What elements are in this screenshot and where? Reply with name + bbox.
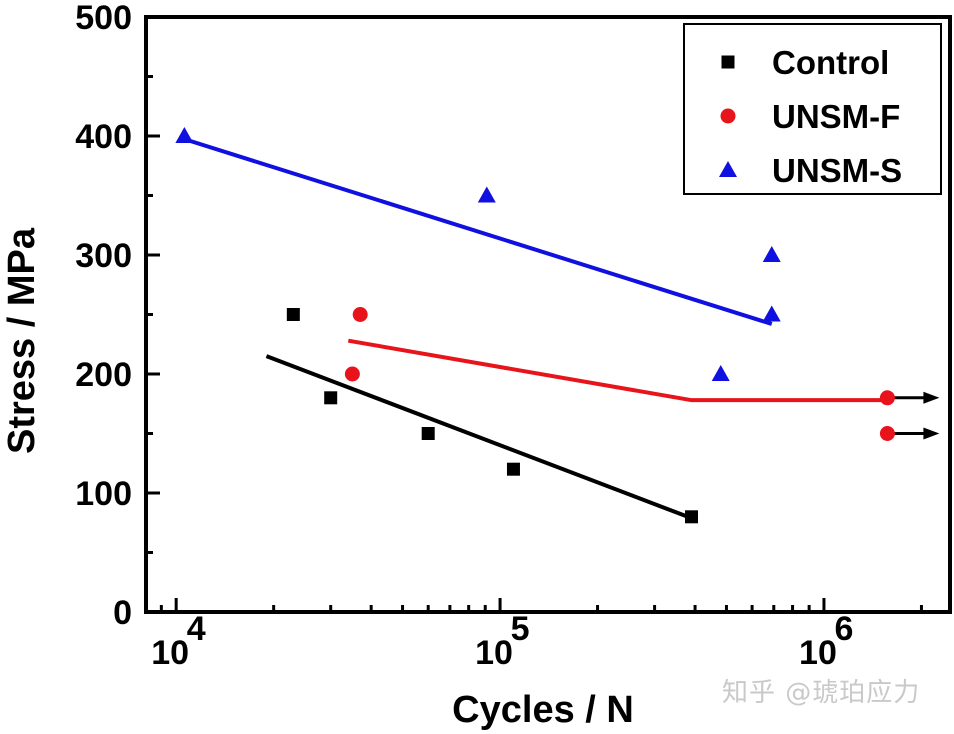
point-unsm-f	[879, 426, 895, 441]
y-axis: 0 100 200 300 400 500	[75, 0, 160, 632]
fit-line-control	[265, 354, 689, 519]
legend-marker-unsm-s	[719, 161, 737, 177]
legend-label-unsm-s: UNSM-S	[772, 152, 902, 189]
y-tick-label: 0	[113, 594, 132, 632]
y-tick-label: 200	[75, 356, 132, 394]
legend-label-control: Control	[772, 44, 889, 81]
legend-label-unsm-f: UNSM-F	[772, 98, 900, 135]
fit-line-unsm-f	[347, 338, 888, 403]
x-tick-label: 10	[475, 634, 513, 672]
x-axis-title: Cycles / N	[452, 689, 634, 731]
legend: Control UNSM-F UNSM-S	[683, 23, 942, 195]
point-unsm-s	[711, 365, 730, 381]
legend-marker-control	[721, 55, 735, 69]
point-control	[286, 308, 300, 321]
point-control	[421, 427, 435, 440]
point-unsm-f	[879, 390, 895, 406]
point-unsm-s	[175, 127, 194, 143]
y-tick-label: 400	[75, 118, 132, 156]
point-unsm-s	[762, 305, 781, 322]
fit-line-unsm-s	[188, 138, 773, 326]
y-tick-label: 300	[75, 237, 132, 275]
point-control	[684, 510, 698, 524]
legend-marker-unsm-f	[720, 108, 736, 124]
data-points	[175, 127, 895, 524]
x-tick-exponent: 5	[511, 610, 530, 648]
point-unsm-f	[352, 307, 368, 322]
point-unsm-s	[477, 186, 496, 203]
point-control	[506, 462, 520, 476]
runout-arrow-head	[923, 391, 940, 404]
point-unsm-f	[344, 366, 360, 382]
y-tick-label: 100	[75, 475, 132, 513]
x-tick-exponent: 4	[187, 610, 206, 648]
point-unsm-s	[762, 246, 781, 262]
point-control	[324, 391, 338, 405]
fit-lines	[188, 138, 888, 519]
y-tick-label: 500	[75, 0, 132, 37]
watermark: 知乎 @琥珀应力	[722, 678, 921, 708]
x-tick-exponent: 6	[834, 610, 853, 648]
x-tick-label: 10	[799, 634, 837, 672]
x-tick-label: 10	[151, 634, 189, 672]
runout-arrows	[887, 391, 940, 440]
y-axis-title: Stress / MPa	[1, 227, 43, 454]
runout-arrow-head	[923, 427, 940, 440]
